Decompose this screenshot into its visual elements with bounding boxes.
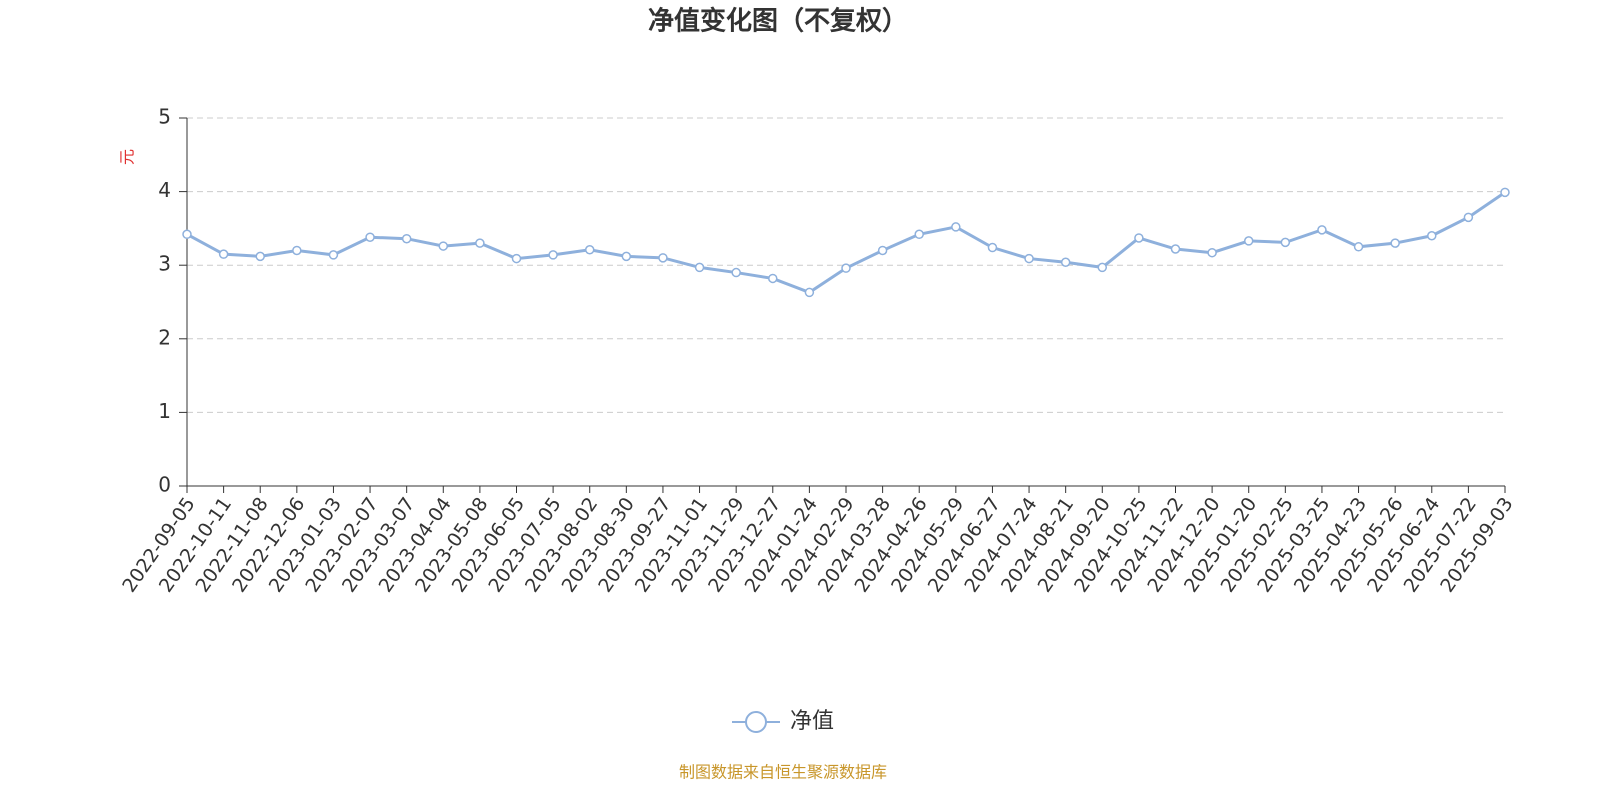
data-point — [1170, 244, 1181, 254]
data-point — [804, 287, 815, 298]
data-point — [1134, 233, 1144, 243]
data-point — [1390, 238, 1400, 248]
data-point — [328, 250, 339, 260]
data-point — [548, 250, 558, 260]
data-point — [1280, 237, 1291, 248]
data-point — [1500, 187, 1510, 198]
data-point — [841, 263, 851, 273]
legend-label: 净值 — [790, 709, 834, 734]
data-point — [1463, 212, 1474, 223]
source-note: 制图数据来自恒生聚源数据库 — [679, 763, 887, 782]
y-tick-label: 5 — [158, 105, 171, 129]
y-tick-label: 2 — [158, 325, 171, 349]
y-tick-label: 3 — [158, 252, 171, 276]
legend-marker — [745, 711, 767, 733]
data-point — [255, 251, 265, 262]
y-axis-label: 元 — [118, 149, 137, 165]
y-tick-label: 4 — [158, 178, 171, 202]
data-point — [218, 249, 229, 259]
data-point — [475, 238, 485, 248]
data-point — [768, 273, 778, 284]
data-point — [658, 253, 668, 263]
data-point — [914, 229, 924, 240]
y-tick-label: 0 — [158, 473, 171, 497]
data-point — [182, 229, 192, 240]
data-point — [292, 245, 302, 256]
line-series — [186, 191, 1506, 295]
data-point — [1024, 253, 1034, 264]
data-point — [1243, 236, 1254, 246]
data-point — [1427, 231, 1437, 241]
data-point — [1060, 257, 1071, 268]
data-point — [987, 242, 998, 253]
data-point — [731, 267, 741, 278]
data-point — [621, 251, 632, 262]
chart-title: 净值变化图（不复权） — [648, 6, 908, 37]
data-point — [1353, 242, 1364, 252]
data-point — [877, 245, 888, 256]
data-point — [511, 253, 522, 264]
data-point — [1317, 225, 1327, 235]
data-point — [694, 262, 705, 273]
data-point — [1097, 262, 1108, 273]
data-point — [584, 244, 595, 255]
data-point — [401, 233, 412, 244]
data-point — [951, 222, 961, 232]
data-point — [1207, 247, 1217, 258]
data-point — [438, 241, 449, 251]
data-point — [365, 232, 375, 242]
y-tick-label: 1 — [158, 399, 171, 423]
